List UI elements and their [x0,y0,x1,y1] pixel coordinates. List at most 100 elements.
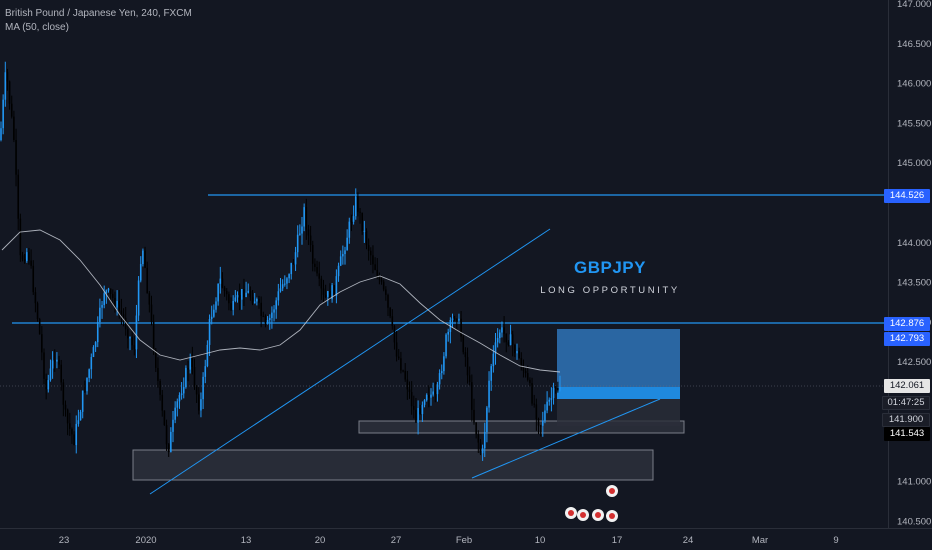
candle-body [311,244,314,264]
candle-body [314,263,316,267]
target-zone[interactable] [557,329,680,387]
candle-body [479,442,482,454]
candle-body [378,277,381,280]
candle-body [19,218,22,256]
candle-body [357,196,359,212]
candle-body [526,373,529,380]
candle-body [47,380,50,390]
candle-body [324,294,327,297]
price-axis-tick: 142.500 [897,357,931,368]
candle-body [271,312,273,319]
candle-body [281,284,284,289]
candle-body [88,369,90,378]
event-flag-icon [595,512,601,518]
candle-body [492,353,495,367]
time-axis-label: 20 [315,535,326,546]
candle-body [393,325,396,343]
candle-body [316,266,318,274]
candle-body [288,274,290,279]
candle-body [275,300,277,310]
candle-body [511,334,514,345]
candle-body [466,357,469,376]
candle-body [58,359,60,365]
candle-body [109,288,112,294]
candle-body [217,283,219,302]
candle-body [376,269,379,278]
candle-body [320,278,323,289]
candle-body [389,307,391,317]
candle-body [322,288,325,295]
candle-body [170,431,172,453]
candle-body [258,298,260,303]
stop-zone[interactable] [557,399,680,426]
price-axis-tick: 140.500 [897,516,931,527]
candle-body [79,411,82,421]
candle-body [144,250,146,268]
candle-body [505,333,508,343]
trendline-up-short[interactable] [471,398,661,479]
candle-body [124,317,127,330]
candle-body [21,255,24,260]
candle-body [230,303,232,310]
candle-body [387,294,389,308]
candle-body [103,293,105,306]
support-zone-lower[interactable] [132,449,654,481]
candle-body [182,387,185,394]
candle-body [354,196,357,217]
candle-body [380,279,383,282]
price-tag-current: 142.061 [884,379,930,393]
candle-body [15,139,17,175]
candle-body [6,72,9,82]
candle-body [225,290,228,295]
candle-body [118,300,121,311]
candle-body [174,407,176,420]
candle-body [473,409,475,423]
candle-body [53,360,56,362]
price-axis-tick: 145.500 [897,118,931,129]
candle-body [554,387,557,389]
time-axis-label: Feb [456,535,472,546]
trendline-up-long[interactable] [149,228,551,495]
candle-body [185,367,187,388]
candle-body [234,297,237,302]
price-axis-tick: 141.000 [897,477,931,488]
candle-body [501,327,503,333]
price-axis-tick: 143.500 [897,278,931,289]
candle-body [62,382,65,405]
candle-body [236,295,239,298]
candle-body [228,294,230,304]
moving-average-line [1,229,561,373]
candle-body [116,300,118,308]
time-axis-label: 2020 [135,535,156,546]
entry-zone[interactable] [557,387,680,399]
time-axis-label: 9 [833,535,838,546]
candle-body [279,288,282,292]
candle-body [344,250,346,255]
candle-body [445,334,447,357]
candle-body [417,408,419,423]
indicator-label[interactable]: MA (50, close) [5,22,69,33]
candle-body [440,371,443,374]
candle-body [496,338,499,343]
candle-body [172,419,174,432]
candle-body [539,425,542,427]
candle-body [191,357,194,367]
candle-body [477,434,480,443]
candle-body [157,367,159,381]
candle-body [56,359,58,362]
candle-body [305,207,308,230]
event-flag-icon [609,488,615,494]
candle-body [133,345,136,350]
candle-body [447,331,449,335]
time-axis-label: 10 [535,535,546,546]
candle-body [514,344,516,354]
candle-body [219,278,222,284]
candle-body [107,288,110,291]
candle-body [10,103,13,117]
candle-body [361,212,363,232]
candle-body [546,401,548,411]
candle-body [468,375,471,383]
candle-body [73,434,75,446]
candle-body [60,364,62,383]
